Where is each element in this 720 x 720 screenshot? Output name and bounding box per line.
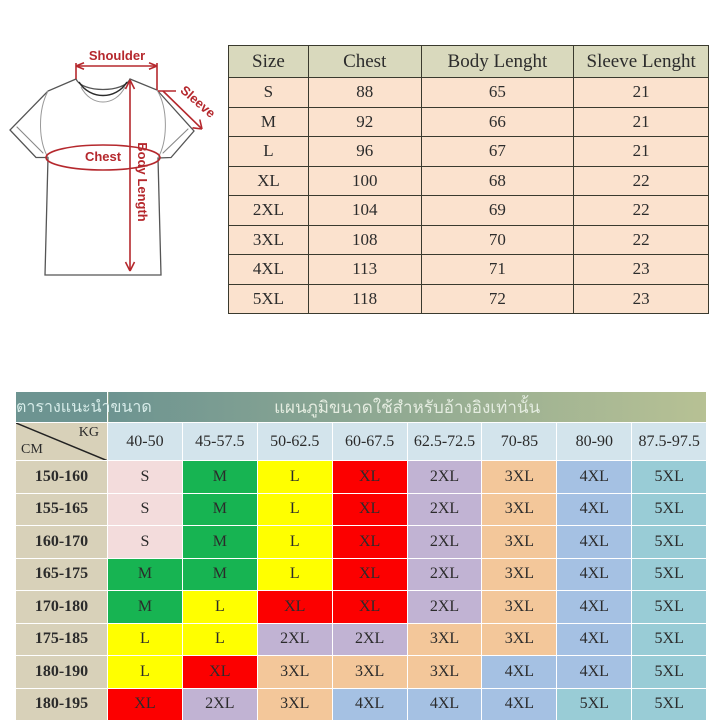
svg-text:Chest: Chest bbox=[85, 149, 122, 164]
svg-text:Shoulder: Shoulder bbox=[89, 48, 145, 63]
svg-text:Sleeve: Sleeve bbox=[177, 82, 218, 120]
svg-text:Body Length: Body Length bbox=[135, 142, 150, 221]
